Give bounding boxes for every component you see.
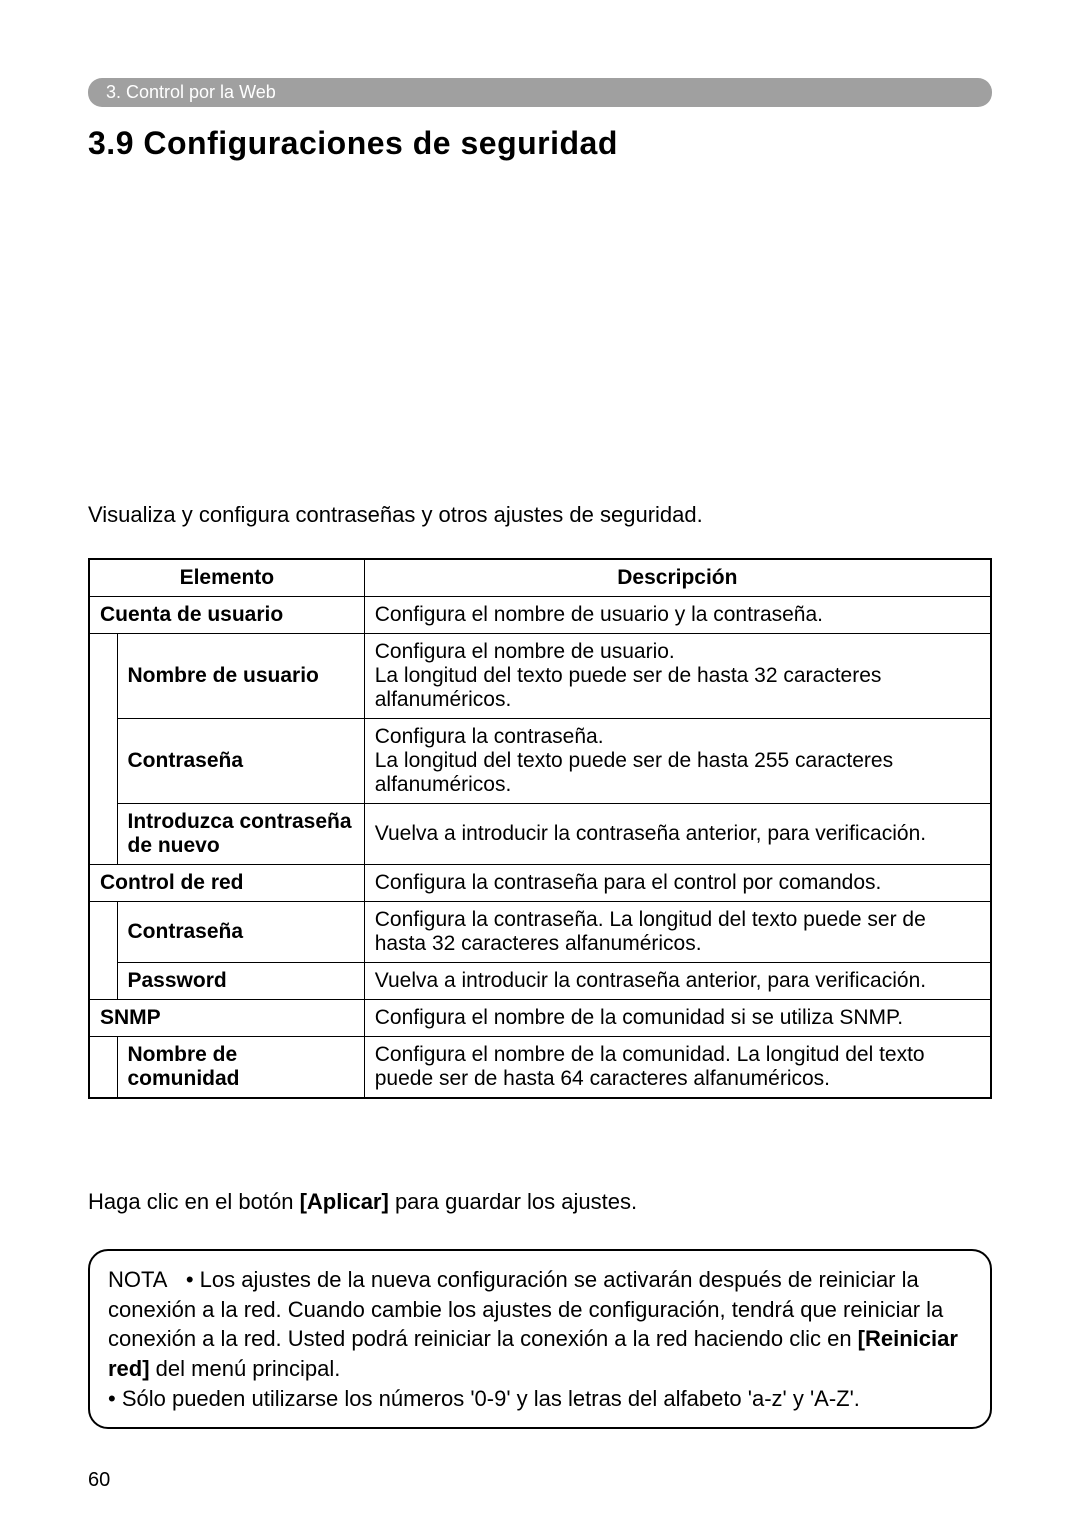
table-row: Cuenta de usuario Configura el nombre de…	[89, 597, 991, 634]
row-element: Introduzca contraseña de nuevo	[117, 804, 364, 865]
header-description: Descripción	[364, 559, 991, 597]
apply-instruction: Haga clic en el botón [Aplicar] para gua…	[88, 1189, 992, 1215]
row-desc: Vuelva a introducir la contraseña anteri…	[364, 963, 991, 1000]
note-bullet1-post: del menú principal.	[150, 1356, 341, 1381]
apply-bold: [Aplicar]	[300, 1189, 389, 1214]
note-box: NOTA • Los ajustes de la nueva configura…	[88, 1249, 992, 1429]
row-desc: Vuelva a introducir la contraseña anteri…	[364, 804, 991, 865]
table-body: Cuenta de usuario Configura el nombre de…	[89, 597, 991, 1099]
row-element: Control de red	[89, 865, 364, 902]
row-element: Nombre de comunidad	[117, 1037, 364, 1099]
note-bullet1-pre: • Los ajustes de la nueva configuración …	[108, 1267, 943, 1351]
note-label: NOTA	[108, 1267, 167, 1292]
row-desc: Configura el nombre de la comunidad. La …	[364, 1037, 991, 1099]
row-desc: Configura la contraseña para el control …	[364, 865, 991, 902]
table-header-row: Elemento Descripción	[89, 559, 991, 597]
header-element: Elemento	[89, 559, 364, 597]
row-spacer	[89, 902, 117, 1000]
section-title: 3.9 Configuraciones de seguridad	[88, 125, 992, 162]
intro-text: Visualiza y configura contraseñas y otro…	[88, 502, 992, 528]
table-row: SNMP Configura el nombre de la comunidad…	[89, 1000, 991, 1037]
table-row: Introduzca contraseña de nuevo Vuelva a …	[89, 804, 991, 865]
row-element: SNMP	[89, 1000, 364, 1037]
table-row: Contraseña Configura la contraseña. La l…	[89, 719, 991, 804]
row-element: Contraseña	[117, 902, 364, 963]
table-row: Control de red Configura la contraseña p…	[89, 865, 991, 902]
row-desc: Configura el nombre de usuario y la cont…	[364, 597, 991, 634]
note-bullet2: • Sólo pueden utilizarse los números '0-…	[108, 1386, 860, 1411]
row-desc: Configura el nombre de usuario. La longi…	[364, 634, 991, 719]
breadcrumb: 3. Control por la Web	[88, 78, 992, 107]
row-desc: Configura el nombre de la comunidad si s…	[364, 1000, 991, 1037]
table-row: Nombre de usuario Configura el nombre de…	[89, 634, 991, 719]
row-spacer	[89, 634, 117, 865]
apply-post: para guardar los ajustes.	[389, 1189, 637, 1214]
table-row: Nombre de comunidad Configura el nombre …	[89, 1037, 991, 1099]
table-row: Password Vuelva a introducir la contrase…	[89, 963, 991, 1000]
row-desc: Configura la contraseña. La longitud del…	[364, 902, 991, 963]
settings-table: Elemento Descripción Cuenta de usuario C…	[88, 558, 992, 1099]
row-desc: Configura la contraseña. La longitud del…	[364, 719, 991, 804]
row-element: Password	[117, 963, 364, 1000]
apply-pre: Haga clic en el botón	[88, 1189, 300, 1214]
page-number: 60	[88, 1469, 110, 1492]
document-page: 3. Control por la Web 3.9 Configuracione…	[0, 0, 1080, 1532]
row-spacer	[89, 1037, 117, 1099]
row-element: Cuenta de usuario	[89, 597, 364, 634]
row-element: Nombre de usuario	[117, 634, 364, 719]
table-row: Contraseña Configura la contraseña. La l…	[89, 902, 991, 963]
row-element: Contraseña	[117, 719, 364, 804]
